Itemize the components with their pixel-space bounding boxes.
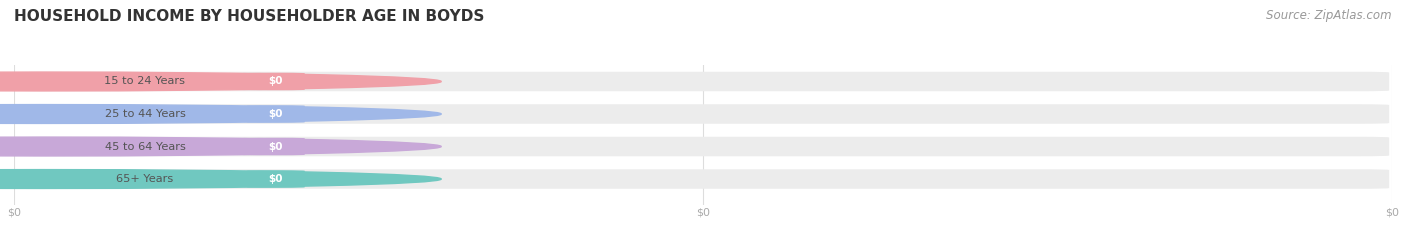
FancyBboxPatch shape: [247, 138, 305, 155]
Text: $0: $0: [269, 141, 283, 151]
Circle shape: [0, 170, 441, 188]
FancyBboxPatch shape: [247, 170, 305, 188]
Text: Source: ZipAtlas.com: Source: ZipAtlas.com: [1267, 9, 1392, 22]
FancyBboxPatch shape: [17, 137, 1389, 156]
Text: HOUSEHOLD INCOME BY HOUSEHOLDER AGE IN BOYDS: HOUSEHOLD INCOME BY HOUSEHOLDER AGE IN B…: [14, 9, 485, 24]
FancyBboxPatch shape: [17, 104, 1389, 124]
Text: 45 to 64 Years: 45 to 64 Years: [104, 141, 186, 151]
Text: 65+ Years: 65+ Years: [117, 174, 173, 184]
FancyBboxPatch shape: [34, 170, 245, 188]
Text: 25 to 44 Years: 25 to 44 Years: [104, 109, 186, 119]
FancyBboxPatch shape: [247, 73, 305, 90]
Text: $0: $0: [269, 174, 283, 184]
FancyBboxPatch shape: [34, 72, 245, 91]
Circle shape: [0, 105, 441, 123]
FancyBboxPatch shape: [17, 169, 1389, 189]
FancyBboxPatch shape: [247, 105, 305, 123]
Circle shape: [0, 137, 441, 156]
FancyBboxPatch shape: [17, 72, 1389, 91]
Text: $0: $0: [269, 109, 283, 119]
FancyBboxPatch shape: [34, 105, 245, 123]
Text: $0: $0: [269, 76, 283, 86]
FancyBboxPatch shape: [34, 137, 245, 156]
Circle shape: [0, 72, 441, 91]
Text: 15 to 24 Years: 15 to 24 Years: [104, 76, 186, 86]
